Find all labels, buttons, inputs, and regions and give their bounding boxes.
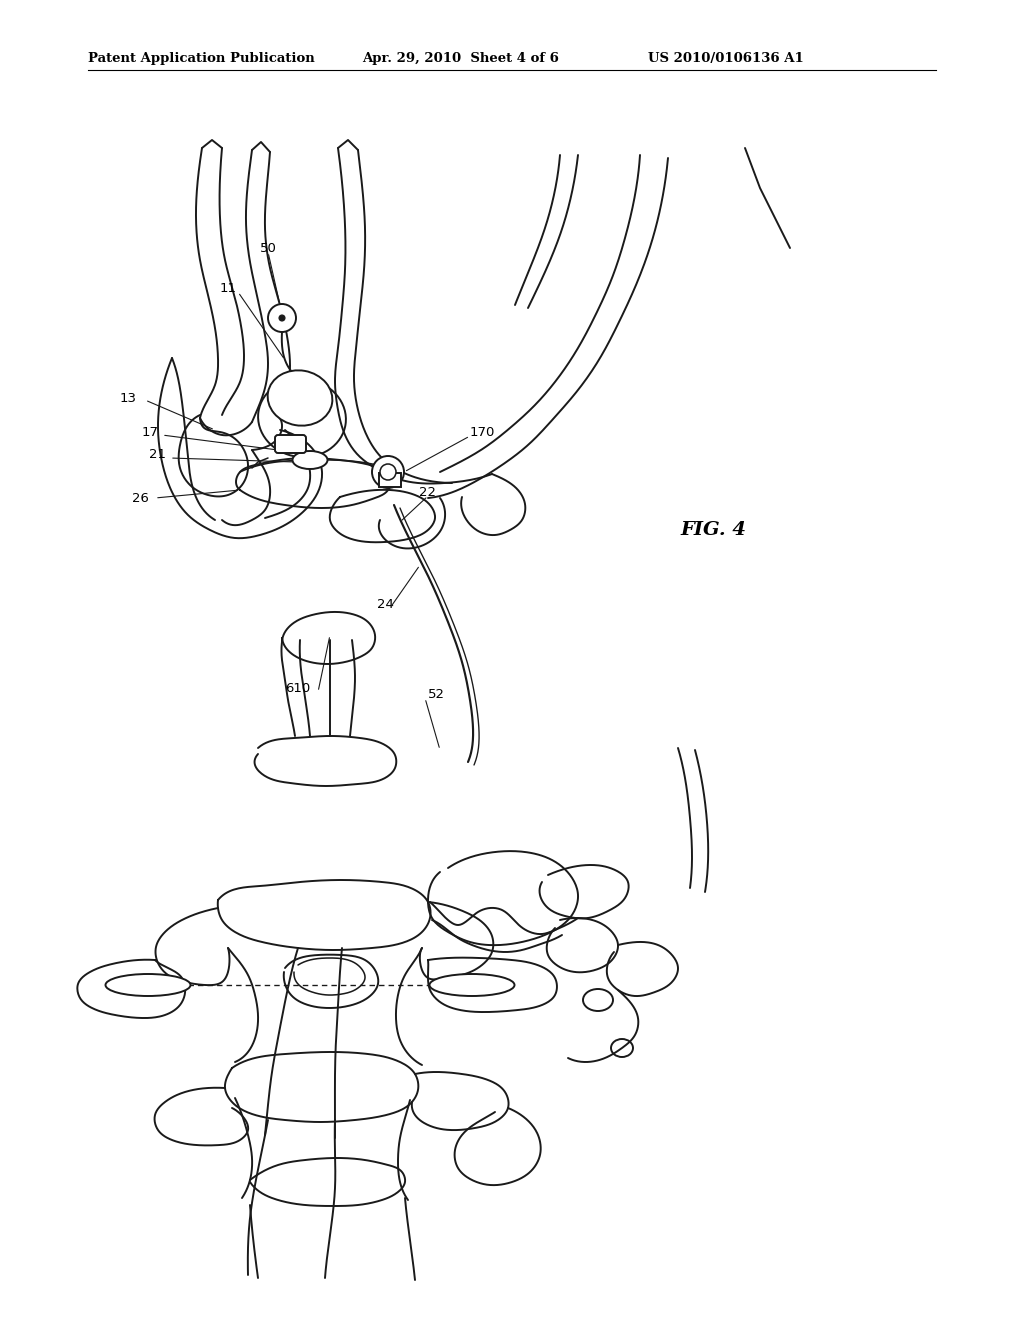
Text: 13: 13 (120, 392, 136, 404)
Text: 610: 610 (285, 681, 310, 694)
Text: US 2010/0106136 A1: US 2010/0106136 A1 (648, 51, 804, 65)
Text: Apr. 29, 2010  Sheet 4 of 6: Apr. 29, 2010 Sheet 4 of 6 (362, 51, 559, 65)
Circle shape (268, 304, 296, 333)
Ellipse shape (611, 1039, 633, 1057)
FancyBboxPatch shape (379, 473, 401, 487)
Circle shape (380, 465, 396, 480)
Circle shape (279, 315, 285, 321)
Circle shape (372, 455, 404, 488)
Text: 22: 22 (420, 486, 436, 499)
Text: 52: 52 (428, 689, 445, 701)
Text: 11: 11 (219, 281, 237, 294)
Text: FIG. 4: FIG. 4 (680, 521, 746, 539)
Text: 24: 24 (377, 598, 393, 611)
FancyBboxPatch shape (275, 436, 306, 453)
Text: 26: 26 (131, 491, 148, 504)
Text: 17: 17 (141, 425, 159, 438)
Text: 21: 21 (150, 449, 167, 462)
Ellipse shape (583, 989, 613, 1011)
Ellipse shape (293, 451, 328, 469)
Text: Patent Application Publication: Patent Application Publication (88, 51, 314, 65)
Ellipse shape (429, 974, 514, 997)
Text: 170: 170 (470, 425, 496, 438)
Ellipse shape (267, 371, 333, 425)
Text: 50: 50 (259, 242, 276, 255)
Ellipse shape (105, 974, 190, 997)
